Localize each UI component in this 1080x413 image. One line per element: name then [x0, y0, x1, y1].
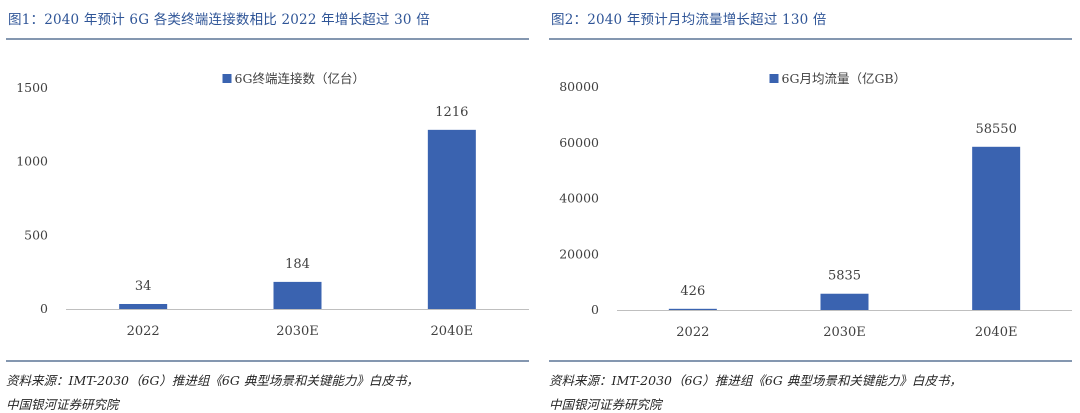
- figure-2-bottom-rule: [549, 360, 1072, 362]
- y-tick-label: 20000: [559, 246, 599, 261]
- bar: [820, 293, 869, 310]
- data-label: 5835: [828, 269, 861, 284]
- figure-2-bar-chart: 6G月均流量（亿GB） 0 20000 40000 60000 80000 426 2022 5…: [559, 71, 1072, 340]
- figure-1-bottom-rule: [6, 360, 529, 362]
- figure-1-source-line1: 资料来源：IMT-2030（6G）推进组《6G 典型场景和关键能力》白皮书，: [6, 373, 419, 388]
- figure-1-title: 图1：2040 年预计 6G 各类终端连接数相比 2022 年增长超过 30 倍: [8, 12, 430, 28]
- y-tick-label: 40000: [559, 191, 599, 206]
- legend-swatch: [222, 74, 232, 83]
- x-tick-label: 2040E: [975, 325, 1018, 340]
- figure-2-title: 图2：2040 年预计月均流量增长超过 130 倍: [551, 12, 827, 28]
- data-label: 426: [680, 284, 705, 299]
- figure-1-source-line2: 中国银河证券研究院: [6, 397, 119, 412]
- bar: [119, 303, 168, 309]
- legend: 6G月均流量（亿GB）: [769, 71, 907, 86]
- y-tick-label: 60000: [559, 135, 599, 150]
- legend: 6G终端连接数（亿台）: [222, 71, 365, 86]
- figure-1: 图1：2040 年预计 6G 各类终端连接数相比 2022 年增长超过 30 倍…: [6, 0, 529, 412]
- y-tick-label: 1000: [16, 154, 48, 169]
- data-label: 1216: [435, 105, 468, 120]
- figure-2-top-rule: [549, 38, 1072, 40]
- x-tick-label: 2030E: [823, 325, 866, 340]
- bar: [668, 308, 717, 310]
- bar: [273, 281, 322, 309]
- y-tick-label: 0: [591, 302, 599, 317]
- y-tick-label: 0: [40, 301, 48, 316]
- figure-2: 图2：2040 年预计月均流量增长超过 130 倍 6G月均流量（亿GB） 0 20…: [549, 0, 1072, 412]
- data-label: 34: [135, 279, 152, 294]
- data-label: 58550: [975, 122, 1016, 137]
- legend-label: 6G终端连接数（亿台）: [235, 71, 365, 86]
- x-tick-label: 2022: [127, 324, 160, 339]
- bar: [972, 146, 1021, 310]
- y-tick-label: 500: [24, 227, 48, 242]
- figure-1-top-rule: [6, 38, 529, 40]
- figure-2-source-line2: 中国银河证券研究院: [549, 397, 662, 412]
- x-tick-label: 2030E: [276, 324, 319, 339]
- x-tick-label: 2040E: [431, 324, 474, 339]
- legend-swatch: [769, 74, 779, 83]
- figure-2-source-line1: 资料来源：IMT-2030（6G）推进组《6G 典型场景和关键能力》白皮书，: [549, 373, 962, 388]
- data-label: 184: [285, 257, 310, 272]
- bar: [427, 129, 476, 309]
- legend-label: 6G月均流量（亿GB）: [782, 71, 907, 86]
- y-tick-label: 1500: [16, 80, 48, 95]
- y-tick-label: 80000: [559, 79, 599, 94]
- figure-1-bar-chart: 6G终端连接数（亿台） 0 500 1000 1500 34 2022 184 2030E 121…: [16, 71, 529, 339]
- x-tick-label: 2022: [676, 325, 709, 340]
